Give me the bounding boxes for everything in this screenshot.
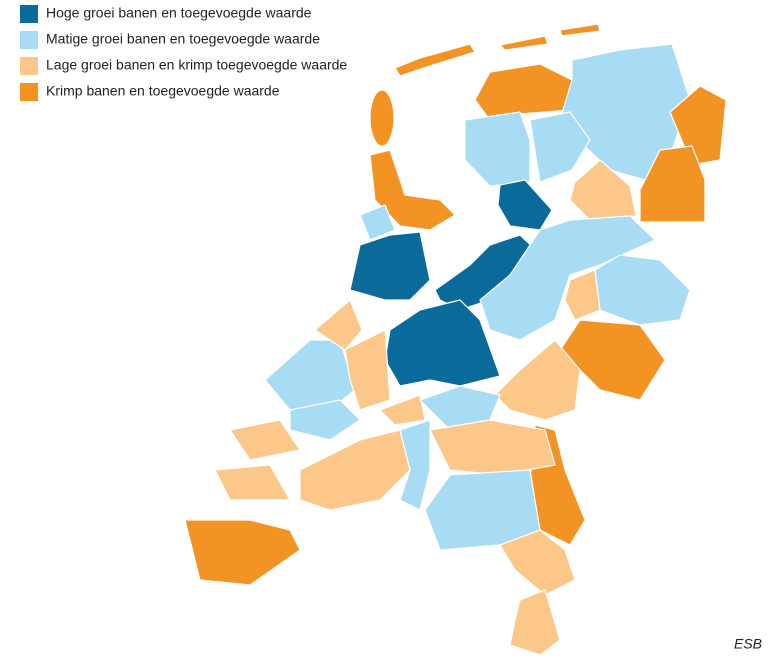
region bbox=[499, 529, 576, 596]
legend-label: Krimp banen en toegevoegde waarde bbox=[46, 83, 280, 99]
map bbox=[184, 23, 727, 656]
region bbox=[214, 464, 291, 501]
region bbox=[594, 254, 691, 326]
region bbox=[419, 385, 501, 431]
region bbox=[494, 339, 581, 421]
region bbox=[379, 394, 426, 426]
region bbox=[394, 43, 476, 77]
region bbox=[314, 299, 363, 351]
legend-swatch bbox=[20, 83, 38, 101]
region bbox=[359, 204, 396, 241]
region bbox=[564, 269, 601, 321]
region bbox=[299, 429, 411, 511]
region bbox=[289, 399, 361, 441]
region bbox=[474, 63, 573, 121]
region bbox=[464, 111, 531, 187]
region bbox=[559, 319, 666, 401]
legend-label: Lage groei banen en krimp toegevoegde wa… bbox=[46, 57, 347, 73]
legend-label: Matige groei banen en toegevoegde waarde bbox=[46, 31, 320, 47]
source: ESB bbox=[734, 636, 762, 652]
region bbox=[229, 419, 301, 461]
region bbox=[499, 35, 549, 51]
region bbox=[184, 519, 301, 586]
region bbox=[369, 89, 395, 147]
region bbox=[399, 419, 431, 511]
region bbox=[384, 299, 501, 387]
region bbox=[569, 159, 637, 221]
region bbox=[429, 419, 556, 476]
legend-label: Hoge groei banen en toegevoegde waarde bbox=[46, 5, 312, 21]
region bbox=[479, 215, 656, 341]
region bbox=[559, 23, 601, 37]
region bbox=[349, 231, 431, 301]
legend-swatch bbox=[20, 31, 38, 49]
region bbox=[529, 111, 591, 183]
region bbox=[497, 179, 553, 231]
region bbox=[639, 145, 706, 223]
region bbox=[344, 329, 391, 411]
legend: Hoge groei banen en toegevoegde waarde Ma… bbox=[20, 5, 347, 101]
legend-swatch bbox=[20, 5, 38, 23]
region bbox=[509, 589, 561, 656]
region bbox=[264, 339, 356, 411]
legend-swatch bbox=[20, 57, 38, 75]
